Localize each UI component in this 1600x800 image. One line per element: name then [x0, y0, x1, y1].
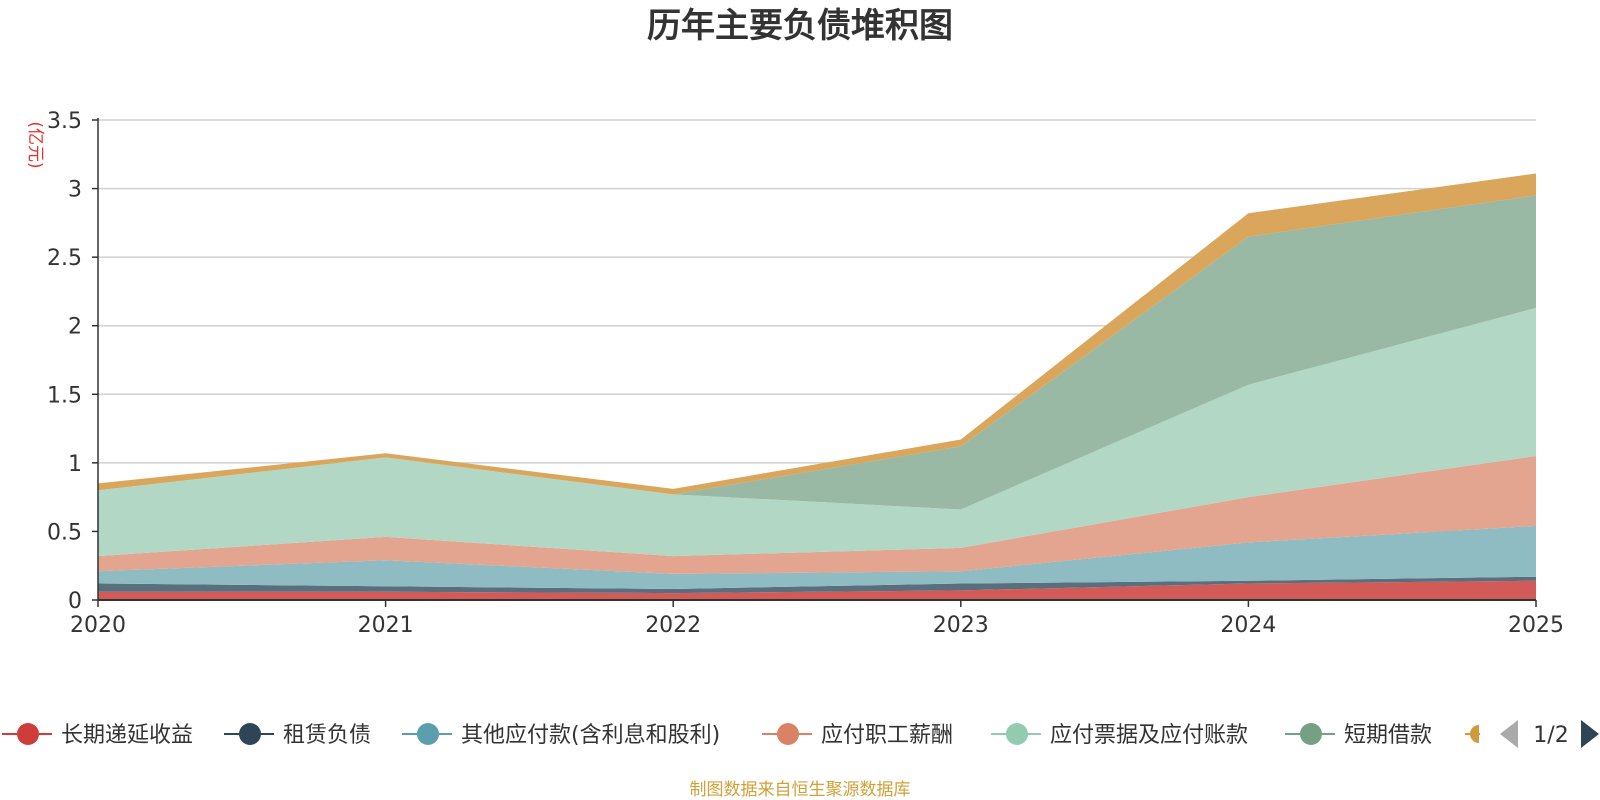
y-tick-label: 1.5 [47, 383, 82, 408]
legend-prev-icon[interactable] [1500, 720, 1518, 748]
legend-marker [777, 723, 799, 745]
legend-marker [417, 723, 439, 745]
area-短期借款 [98, 195, 1536, 510]
x-tick-label: 2025 [1508, 613, 1564, 638]
y-tick-label: 0.5 [47, 520, 82, 545]
area-其他应付款(含利息和股利) [98, 525, 1536, 589]
legend-marker [17, 723, 39, 745]
y-tick-label: 1 [68, 452, 82, 477]
area-租赁负债 [98, 576, 1536, 594]
x-tick-label: 2023 [933, 613, 989, 638]
legend: 长期递延收益 租赁负债 其他应付款(含利息和股利) 应付职工薪酬 应付票据及应付账款 短期… [2, 720, 1599, 748]
area-长期递延收益 [98, 580, 1536, 600]
axes: 0 0.5 1 1.5 2 2.5 3 3.5 2020 2021 2022 2023 2024 2025 [47, 109, 1564, 638]
legend-item[interactable]: 长期递延收益 [2, 723, 193, 748]
y-tick-label: 3.5 [47, 109, 82, 134]
area-应付票据及应付账款 [98, 307, 1536, 557]
legend-label: 应付票据及应付账款 [1050, 723, 1248, 748]
legend-item[interactable]: 短期借款 [1285, 723, 1432, 748]
x-tick-label: 2020 [70, 613, 126, 638]
chart-title: 历年主要负债堆积图 [647, 6, 953, 46]
y-axis-unit-label: (亿元) [25, 121, 45, 168]
x-tick-label: 2024 [1220, 613, 1276, 638]
area-其他 [98, 173, 1536, 495]
legend-marker [1006, 723, 1028, 745]
source-note: 制图数据来自恒生聚源数据库 [690, 780, 911, 800]
area-应付职工薪酬 [98, 456, 1536, 574]
legend-marker [239, 723, 261, 745]
legend-item[interactable]: 应付票据及应付账款 [991, 723, 1248, 748]
legend-partial-marker [1470, 725, 1479, 743]
legend-label: 短期借款 [1344, 723, 1432, 748]
legend-marker [1300, 723, 1322, 745]
legend-page-indicator: 1/2 [1533, 723, 1568, 748]
y-tick-label: 3 [68, 178, 82, 203]
area-series [98, 173, 1536, 600]
y-tick-label: 2 [68, 315, 82, 340]
legend-label: 其他应付款(含利息和股利) [461, 723, 720, 748]
legend-label: 长期递延收益 [61, 723, 193, 748]
y-tick-label: 2.5 [47, 246, 82, 271]
legend-item[interactable]: 其他应付款(含利息和股利) [402, 723, 720, 748]
y-tick-label: 0 [68, 589, 82, 614]
legend-next-icon[interactable] [1581, 720, 1599, 748]
legend-label: 租赁负债 [283, 723, 371, 748]
legend-item[interactable]: 租赁负债 [224, 723, 371, 748]
legend-label: 应付职工薪酬 [821, 723, 953, 748]
legend-item[interactable]: 应付职工薪酬 [762, 723, 953, 748]
x-tick-label: 2022 [645, 613, 701, 638]
x-tick-label: 2021 [358, 613, 414, 638]
